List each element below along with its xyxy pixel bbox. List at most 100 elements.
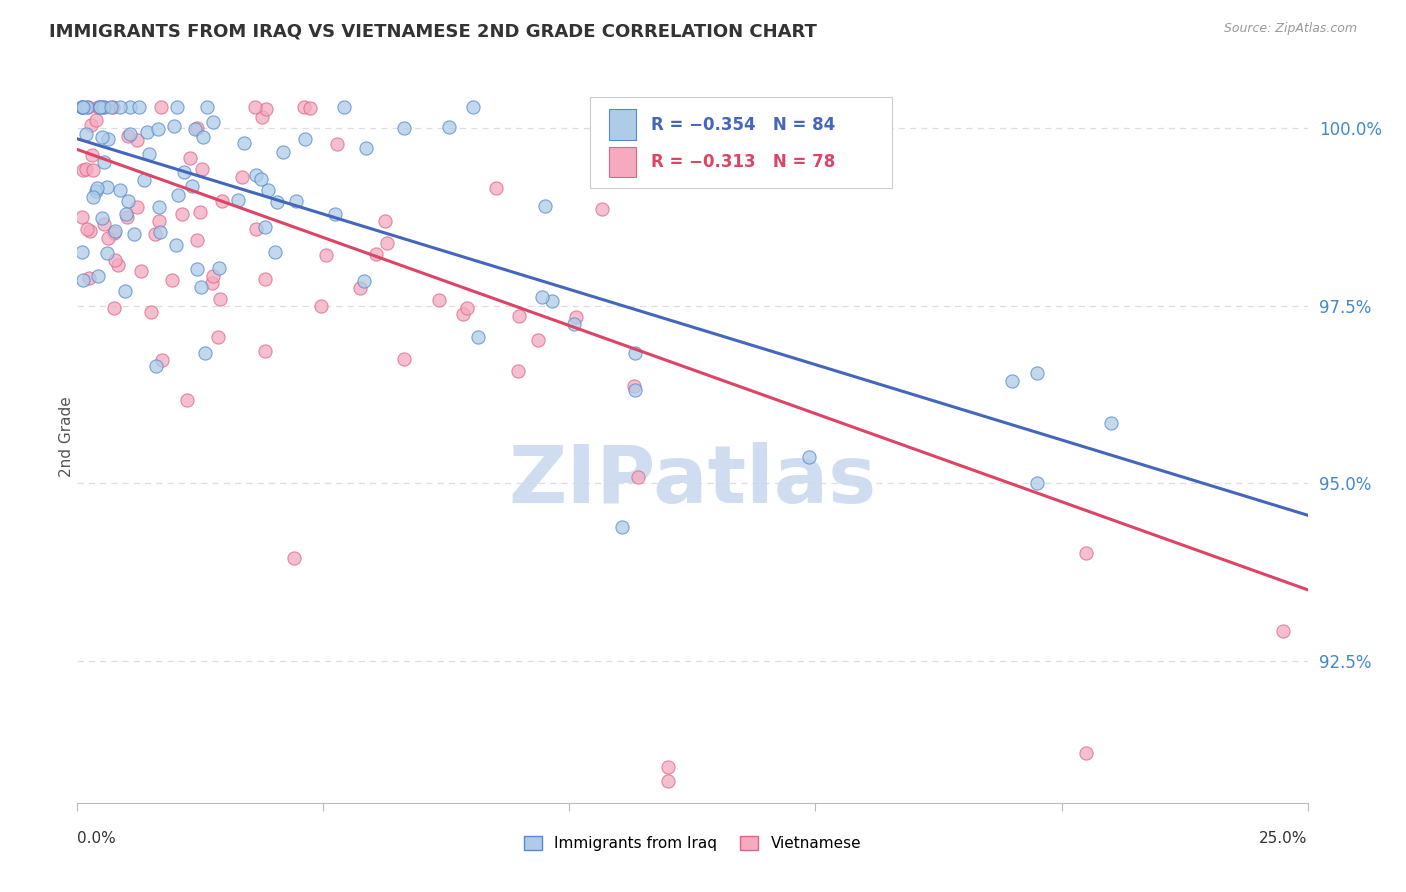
- Point: [167, 188, 190, 202]
- Point: [143, 227, 166, 241]
- Point: [193, 130, 215, 145]
- Point: [194, 345, 217, 359]
- Point: [146, 122, 169, 136]
- Point: [250, 172, 273, 186]
- Point: [166, 100, 188, 114]
- Point: [108, 100, 131, 114]
- Text: IMMIGRANTS FROM IRAQ VS VIETNAMESE 2ND GRADE CORRELATION CHART: IMMIGRANTS FROM IRAQ VS VIETNAMESE 2ND G…: [49, 22, 817, 40]
- Point: [70, 100, 93, 114]
- Point: [439, 120, 461, 134]
- Point: [104, 225, 127, 239]
- Point: [72, 273, 94, 287]
- Point: [353, 274, 375, 288]
- Point: [163, 119, 186, 133]
- Point: [226, 194, 249, 208]
- Point: [70, 244, 93, 259]
- Text: ZIPatlas: ZIPatlas: [509, 442, 876, 520]
- Point: [427, 293, 450, 308]
- Point: [315, 248, 337, 262]
- Point: [254, 272, 277, 286]
- Point: [245, 222, 267, 236]
- Point: [392, 120, 415, 135]
- Point: [103, 100, 125, 114]
- Point: [91, 100, 114, 114]
- Point: [176, 392, 198, 407]
- Point: [254, 102, 277, 116]
- Point: [374, 214, 396, 228]
- Point: [86, 181, 108, 195]
- Point: [294, 132, 316, 146]
- Point: [75, 127, 97, 141]
- Point: [245, 168, 267, 182]
- Point: [356, 141, 378, 155]
- Point: [80, 148, 103, 162]
- Point: [128, 100, 150, 114]
- Point: [243, 100, 266, 114]
- Point: [202, 268, 225, 283]
- Point: [114, 284, 136, 298]
- Point: [186, 262, 208, 277]
- Point: [148, 214, 170, 228]
- Point: [82, 163, 104, 178]
- Point: [624, 345, 647, 359]
- Point: [160, 273, 183, 287]
- Point: [70, 211, 93, 225]
- Point: [114, 207, 136, 221]
- Point: [115, 211, 138, 225]
- Point: [93, 100, 115, 114]
- Point: [333, 100, 356, 114]
- Point: [90, 211, 112, 226]
- Point: [145, 359, 167, 374]
- Point: [531, 290, 554, 304]
- Point: [179, 151, 201, 165]
- Point: [89, 100, 111, 114]
- Point: [591, 202, 613, 216]
- Point: [266, 194, 288, 209]
- Point: [325, 137, 347, 152]
- Point: [211, 194, 233, 208]
- Point: [186, 233, 208, 247]
- Point: [202, 114, 225, 128]
- Point: [394, 352, 416, 367]
- Text: R = −0.313   N = 78: R = −0.313 N = 78: [651, 153, 835, 171]
- Point: [657, 774, 679, 789]
- Point: [97, 231, 120, 245]
- Point: [461, 100, 484, 114]
- Point: [79, 224, 101, 238]
- Point: [76, 100, 98, 114]
- Point: [97, 132, 120, 146]
- Point: [76, 222, 98, 236]
- Point: [207, 330, 229, 344]
- Point: [375, 236, 398, 251]
- Point: [1076, 746, 1098, 760]
- Point: [86, 268, 108, 283]
- Point: [190, 279, 212, 293]
- Point: [627, 469, 650, 483]
- Point: [173, 165, 195, 179]
- Text: Source: ZipAtlas.com: Source: ZipAtlas.com: [1223, 22, 1357, 36]
- Point: [526, 333, 548, 347]
- Point: [1076, 546, 1098, 560]
- Point: [84, 184, 107, 198]
- Point: [181, 179, 204, 194]
- Point: [76, 100, 98, 114]
- FancyBboxPatch shape: [591, 97, 891, 188]
- Point: [96, 245, 118, 260]
- Point: [149, 100, 172, 114]
- Point: [364, 247, 387, 261]
- Point: [610, 520, 633, 534]
- Point: [283, 551, 305, 566]
- Point: [72, 162, 94, 177]
- Point: [148, 200, 170, 214]
- Point: [623, 379, 645, 393]
- Point: [191, 161, 214, 176]
- Text: R = −0.354   N = 84: R = −0.354 N = 84: [651, 116, 835, 134]
- Point: [80, 118, 103, 132]
- Point: [91, 130, 114, 145]
- Point: [93, 217, 115, 231]
- Legend: Immigrants from Iraq, Vietnamese: Immigrants from Iraq, Vietnamese: [517, 830, 868, 857]
- Point: [117, 128, 139, 143]
- Point: [86, 100, 108, 114]
- Point: [96, 179, 118, 194]
- Point: [122, 227, 145, 241]
